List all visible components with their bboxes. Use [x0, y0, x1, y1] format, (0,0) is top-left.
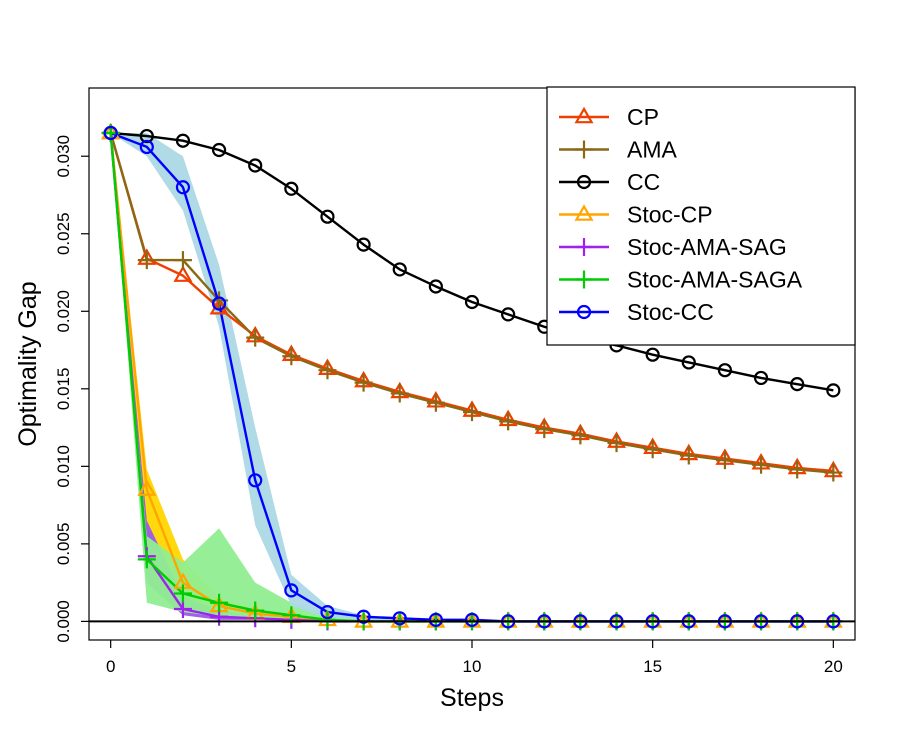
- point-stoc-cc: [248, 473, 263, 488]
- legend-label-stoc-cc: Stoc-CC: [627, 299, 714, 325]
- legend-marker-stoc-ama-sag: [575, 238, 593, 256]
- point-ama: [246, 328, 265, 347]
- point-ama: [173, 251, 192, 270]
- point-ama: [824, 463, 843, 482]
- x-tick-label: 5: [287, 657, 296, 676]
- legend-marker-stoc-cc: [576, 304, 592, 320]
- point-cc: [392, 262, 407, 277]
- point-stoc-ama-sag: [173, 599, 192, 618]
- legend-marker-stoc-cp: [574, 204, 594, 221]
- x-axis-title: Steps: [440, 684, 504, 712]
- legend-marker-ama: [575, 140, 593, 159]
- point-cc: [753, 370, 769, 386]
- point-stoc-ama-saga: [137, 550, 156, 569]
- point-cp: [173, 265, 193, 282]
- legend-marker-stoc-ama-saga: [575, 270, 593, 289]
- point-cc: [211, 142, 227, 158]
- point-ama: [463, 403, 481, 422]
- x-tick-label: 0: [106, 657, 115, 676]
- point-cc: [139, 128, 154, 144]
- point-stoc-cc: [320, 604, 335, 620]
- axes: 0 5 10 15 20 0.000 0.005 0.010 0.015 0.020 0.025 0.…: [54, 135, 843, 676]
- point-stoc-cc: [392, 611, 407, 626]
- point-cc: [826, 383, 841, 398]
- point-ama: [643, 440, 662, 459]
- point-stoc-cc: [428, 612, 443, 627]
- legend-label-stoc-cp: Stoc-CP: [627, 202, 713, 228]
- y-tick-label: 0.005: [54, 523, 73, 566]
- point-stoc-cc: [284, 583, 299, 598]
- point-cc: [717, 363, 733, 378]
- point-ama: [571, 426, 590, 445]
- legend-label-stoc-ama-saga: Stoc-AMA-SAGA: [627, 267, 803, 293]
- point-cc: [356, 237, 371, 252]
- legend-marker-cc: [576, 174, 592, 190]
- point-ama: [137, 251, 156, 270]
- y-tick-label: 0.015: [54, 368, 73, 411]
- point-ama: [499, 412, 518, 431]
- point-stoc-cc: [139, 139, 154, 155]
- point-ama: [535, 420, 554, 439]
- legend-marker-cp: [574, 106, 594, 124]
- point-ama: [390, 384, 409, 403]
- point-stoc-cc: [356, 609, 371, 624]
- point-ama: [752, 455, 771, 474]
- point-stoc-ama-saga: [210, 593, 229, 612]
- point-stoc-cc: [211, 296, 227, 311]
- legend-label-cp: CP: [627, 104, 659, 130]
- point-ama: [354, 373, 373, 392]
- point-cc: [248, 158, 263, 173]
- point-cc: [175, 133, 191, 148]
- legend-label-stoc-ama-sag: Stoc-AMA-SAG: [627, 234, 787, 260]
- y-tick-label: 0.010: [54, 445, 73, 488]
- point-cc: [501, 307, 516, 322]
- point-cc: [681, 355, 696, 370]
- y-tick-label: 0.020: [54, 290, 73, 333]
- x-tick-label: 20: [824, 657, 843, 676]
- point-stoc-ama-saga: [318, 610, 337, 629]
- legend-label-cc: CC: [627, 169, 660, 195]
- series-line-cc: [110, 131, 834, 392]
- point-stoc-cc: [175, 180, 191, 195]
- legend-label-ama: AMA: [627, 137, 678, 163]
- x-tick-label: 15: [643, 657, 662, 676]
- point-stoc-ama-saga: [246, 601, 265, 620]
- legend: CP AMA CC Stoc-CP Stoc-AMA-SAG Stoc-AMA-SAGA S…: [546, 86, 856, 346]
- point-stoc-cc: [464, 612, 480, 627]
- point-cc: [790, 377, 805, 392]
- y-tick-label: 0.025: [54, 212, 73, 255]
- point-cc: [428, 279, 443, 294]
- point-ama: [318, 361, 337, 380]
- point-stoc-cc: [103, 125, 118, 141]
- y-tick-label: 0.030: [54, 135, 73, 178]
- point-ama: [426, 393, 445, 412]
- point-stoc-ama-saga: [173, 584, 192, 603]
- point-ama: [282, 347, 301, 366]
- point-ama: [715, 451, 734, 470]
- y-tick-label: 0.000: [54, 600, 73, 643]
- point-cc: [284, 181, 299, 196]
- point-cc: [645, 347, 660, 362]
- point-ama: [607, 434, 626, 453]
- y-axis-title: Optimality Gap: [14, 281, 42, 446]
- x-tick-label: 10: [463, 657, 482, 676]
- point-cc: [320, 209, 335, 224]
- point-ama: [788, 460, 807, 479]
- point-stoc-cp: [137, 479, 157, 496]
- point-ama: [679, 446, 698, 465]
- point-cc: [464, 294, 480, 310]
- legend-box: [546, 86, 856, 346]
